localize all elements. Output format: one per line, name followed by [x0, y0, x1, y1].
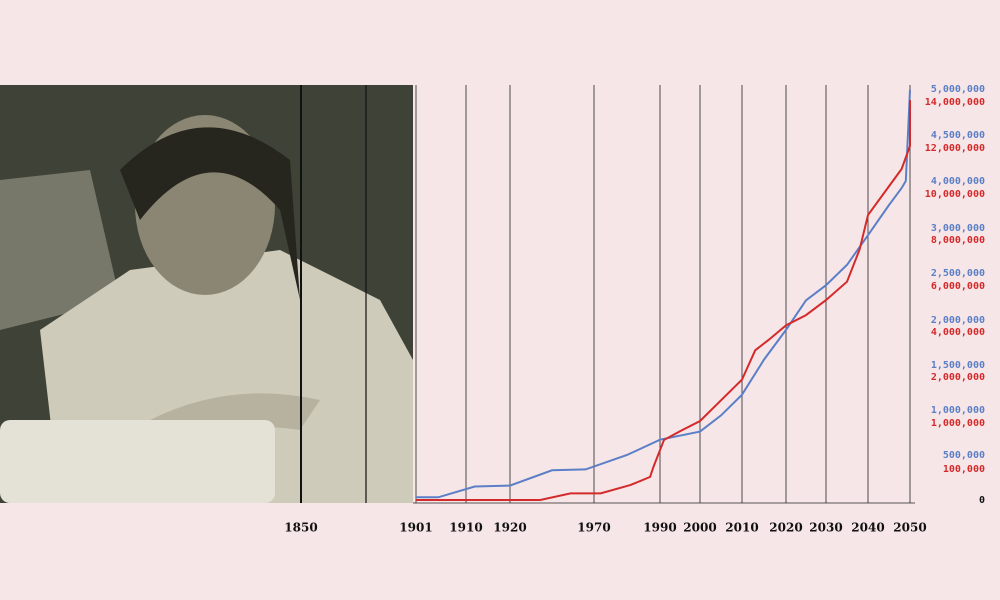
x-tick-label: 1910: [449, 521, 482, 535]
y2-tick-label: 6,000,000: [931, 281, 985, 292]
series-line: [416, 100, 911, 501]
y-tick-label: 2,000,000: [931, 315, 985, 326]
x-tick-label: 1990: [643, 521, 676, 535]
y2-tick-label: 2,000,000: [931, 372, 985, 383]
x-tick-label: 2050: [893, 521, 926, 535]
y-tick-label: 4,500,000: [931, 130, 985, 141]
y-tick-label: 1,000,000: [931, 405, 985, 416]
x-tick-label: 2020: [769, 521, 802, 535]
y2-tick-label: 12,000,000: [925, 143, 985, 154]
y2-tick-label: 10,000,000: [925, 189, 985, 200]
x-tick-label: 1970: [577, 521, 610, 535]
y2-tick-label: 8,000,000: [931, 235, 985, 246]
series-line: [416, 89, 911, 499]
y-tick-label: 500,000: [943, 450, 985, 461]
y-tick-label: 5,000,000: [931, 84, 985, 95]
y2-tick-label: 4,000,000: [931, 327, 985, 338]
x-tick-label: 1850: [284, 521, 317, 535]
photo: [0, 85, 413, 503]
y2-tick-label: 1,000,000: [931, 418, 985, 429]
x-tick-label: 2000: [683, 521, 716, 535]
y2-tick-label: 14,000,000: [925, 97, 985, 108]
x-tick-label: 2010: [725, 521, 758, 535]
y-tick-label: 2,500,000: [931, 268, 985, 279]
y2-tick-label: 100,000: [943, 464, 985, 475]
x-tick-label: 2030: [809, 521, 842, 535]
y-tick-label: 4,000,000: [931, 176, 985, 187]
x-tick-label: 2040: [851, 521, 884, 535]
y-tick-label: 0: [979, 495, 985, 506]
y-tick-label: 1,500,000: [931, 360, 985, 371]
x-tick-label: 1901: [399, 521, 432, 535]
y-tick-label: 3,000,000: [931, 223, 985, 234]
x-tick-label: 1920: [493, 521, 526, 535]
